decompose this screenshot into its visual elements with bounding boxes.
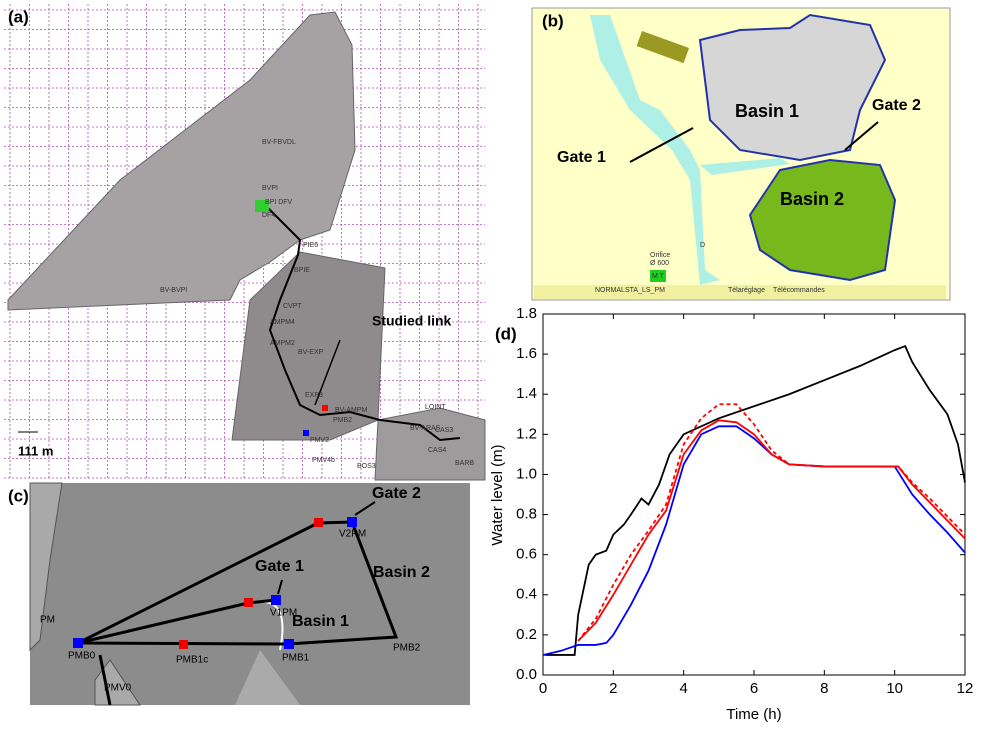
panel-label: (b) [542, 11, 564, 30]
node-label: AMPM2 [270, 340, 295, 347]
y-tick-label: 1.8 [516, 305, 537, 322]
node-label: PMV0 [104, 683, 132, 694]
basin-label: Basin 1 [292, 613, 349, 630]
y-tick-label: 1.4 [516, 385, 537, 402]
node-label: PM [40, 615, 55, 626]
small-label: NORMAL [595, 287, 625, 294]
series-line [578, 420, 965, 641]
node-label: CAS3 [435, 427, 453, 434]
node-label: BOS3 [357, 463, 376, 470]
gate-label: Gate 1 [557, 149, 606, 166]
plot-area [543, 314, 965, 675]
node-label: BVPI [262, 185, 278, 192]
small-label: D [700, 242, 705, 249]
x-tick-label: 0 [539, 680, 547, 697]
gate-label: Gate 1 [255, 558, 304, 575]
node-label: PMB2 [393, 643, 421, 654]
panel-b: (b) Gate 1 Basin 1 Gate 2 Basin 2 Orific… [532, 8, 950, 300]
catchment [375, 408, 485, 480]
panel-label: (d) [495, 324, 517, 343]
small-label: Orifice [650, 252, 670, 259]
figure: (a) 111 m Studied link BV-FBVDL BV-BVPI BV… [0, 0, 981, 730]
x-tick-label: 6 [750, 680, 758, 697]
node [322, 405, 328, 411]
area-label: BV-FBVDL [262, 139, 296, 146]
node [284, 639, 294, 649]
node-label: DF4 [262, 212, 275, 219]
map-bg [30, 483, 470, 705]
area-label: BV-AMPM [335, 407, 367, 414]
node-label: V1PM [270, 608, 297, 619]
panel-label: (a) [8, 7, 29, 26]
small-label: M T [652, 273, 665, 280]
x-tick-label: 8 [820, 680, 828, 697]
node-label: AMPM4 [270, 319, 295, 326]
x-tick-label: 12 [957, 680, 974, 697]
node-label: PMB0 [68, 651, 96, 662]
gate-label: Gate 2 [372, 485, 421, 502]
gate-label: Gate 2 [872, 97, 921, 114]
scale-label: 111 m [18, 443, 53, 458]
y-tick-label: 1.2 [516, 425, 537, 442]
node-label: EXP3 [305, 392, 323, 399]
node [244, 598, 253, 607]
panel-a: (a) 111 m Studied link BV-FBVDL BV-BVPI BV… [4, 4, 485, 480]
node [314, 518, 323, 527]
node-label: BPIE [294, 267, 310, 274]
node-label: PMB1 [282, 653, 310, 664]
node-label: PIE6 [303, 242, 318, 249]
x-tick-label: 4 [679, 680, 687, 697]
area-label: BV-BVPI [160, 287, 187, 294]
panel-c: (c) Gate 2 Basin 2 Gate 1 Basin 1 V2PM V… [8, 483, 470, 705]
node-label: BARB [455, 460, 474, 467]
series-line [543, 426, 965, 655]
y-axis-title: Water level (m) [489, 444, 506, 545]
node [179, 640, 188, 649]
node [73, 638, 83, 648]
callout: Studied link [372, 313, 452, 329]
node [347, 517, 357, 527]
basin-label: Basin 1 [735, 101, 799, 121]
node-label: PMB2 [333, 417, 352, 424]
node-label: V2PM [339, 529, 366, 540]
node-label: PMB1c [176, 655, 208, 666]
node-label: BPI DFV [265, 199, 293, 206]
x-tick-label: 10 [886, 680, 903, 697]
small-label: Ø 600 [650, 260, 669, 267]
small-label: Télécommandes [773, 287, 825, 294]
node [271, 595, 281, 605]
node-label: LOINT [425, 404, 446, 411]
small-label: Télaréglage [728, 287, 765, 294]
basin-label: Basin 2 [373, 564, 430, 581]
node-label: PMV2 [310, 437, 329, 444]
y-tick-label: 1.0 [516, 465, 537, 482]
y-tick-label: 0.2 [516, 626, 537, 643]
x-axis-title: Time (h) [726, 706, 781, 723]
y-tick-label: 0.0 [516, 666, 537, 683]
y-tick-label: 1.6 [516, 345, 537, 362]
basin-label: Basin 2 [780, 189, 844, 209]
area-label: BV-EXP [298, 349, 324, 356]
panel-label: (c) [8, 486, 29, 505]
node-label: CAS4 [428, 447, 446, 454]
node [303, 430, 309, 436]
y-tick-label: 0.6 [516, 546, 537, 563]
node-label: PMV4b [312, 457, 335, 464]
x-tick-label: 2 [609, 680, 617, 697]
y-tick-label: 0.8 [516, 506, 537, 523]
series-line [545, 346, 965, 655]
y-tick-label: 0.4 [516, 586, 537, 603]
node-label: CVPT [283, 303, 302, 310]
small-label: STA_LS_PM [625, 287, 665, 294]
series-line [578, 404, 965, 641]
